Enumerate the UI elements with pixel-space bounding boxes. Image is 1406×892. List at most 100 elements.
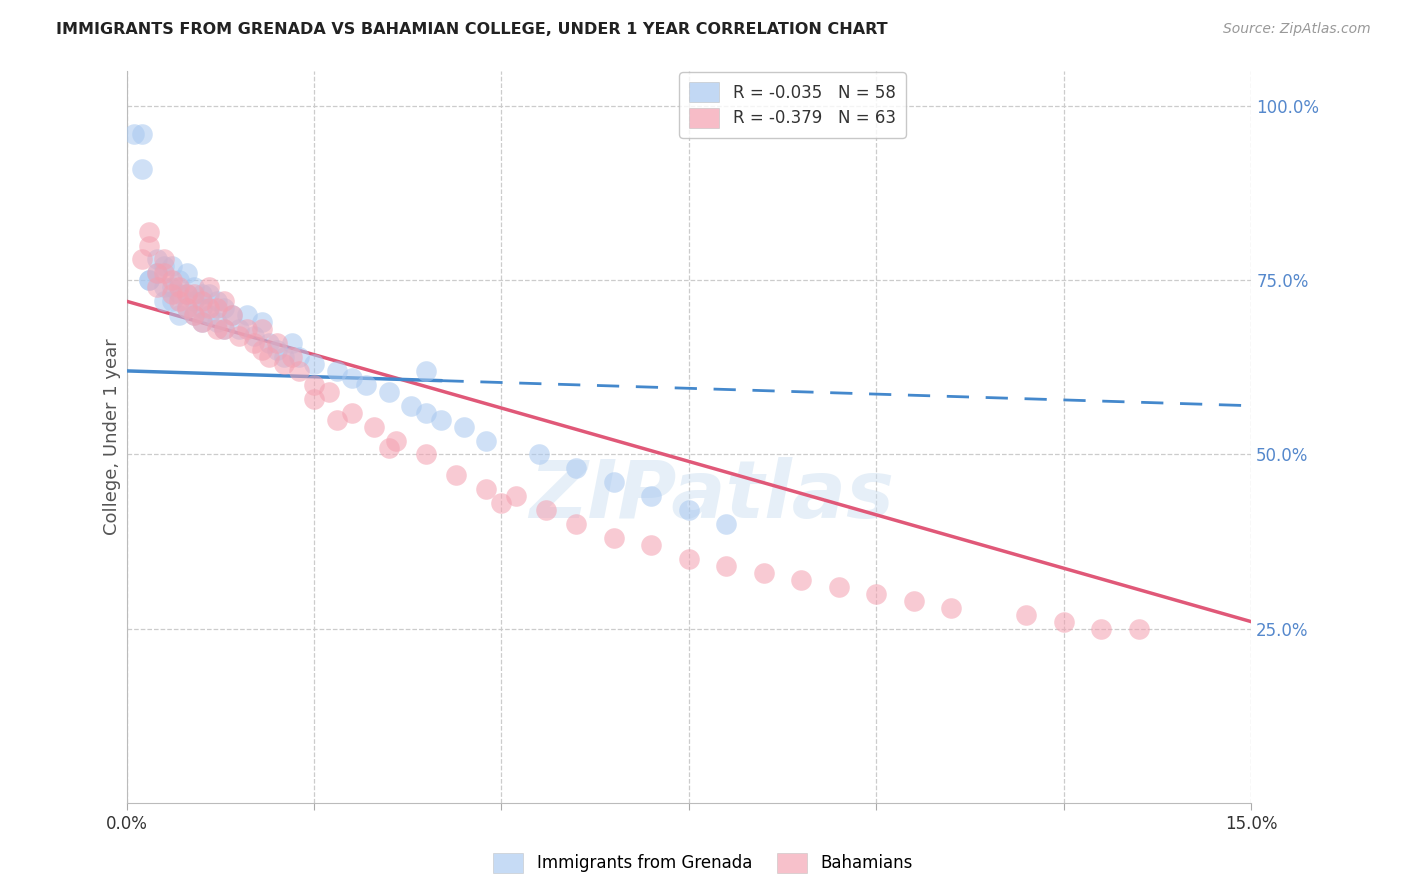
Text: ZIPatlas: ZIPatlas <box>529 457 894 534</box>
Point <box>302 377 325 392</box>
Point <box>250 322 273 336</box>
Point <box>198 287 221 301</box>
Point <box>145 280 167 294</box>
Point <box>183 287 205 301</box>
Point <box>205 294 228 309</box>
Point <box>153 266 176 280</box>
Point <box>131 252 153 267</box>
Point <box>198 280 221 294</box>
Legend: R = -0.035   N = 58, R = -0.379   N = 63: R = -0.035 N = 58, R = -0.379 N = 63 <box>679 72 905 137</box>
Point <box>228 329 250 343</box>
Point <box>273 357 295 371</box>
Point <box>1053 615 1076 629</box>
Point <box>415 448 437 462</box>
Point <box>401 399 423 413</box>
Point <box>266 343 288 357</box>
Point <box>131 161 153 176</box>
Point <box>212 322 235 336</box>
Point <box>190 294 212 309</box>
Point <box>160 280 183 294</box>
Point <box>1090 622 1112 636</box>
Point <box>176 301 198 316</box>
Point <box>1015 607 1038 622</box>
Point <box>302 357 325 371</box>
Point <box>678 552 700 566</box>
Point <box>176 287 198 301</box>
Point <box>190 315 212 329</box>
Point <box>340 406 363 420</box>
Point <box>145 266 167 280</box>
Point <box>212 294 235 309</box>
Point <box>212 301 235 316</box>
Point <box>865 587 887 601</box>
Point <box>212 322 235 336</box>
Point <box>183 308 205 322</box>
Point <box>790 573 813 587</box>
Point <box>243 329 266 343</box>
Point <box>415 364 437 378</box>
Point <box>273 350 295 364</box>
Point <box>903 594 925 608</box>
Point <box>145 266 167 280</box>
Point <box>205 315 228 329</box>
Point <box>190 287 212 301</box>
Point <box>138 225 160 239</box>
Point <box>475 483 498 497</box>
Point <box>138 238 160 252</box>
Point <box>160 287 183 301</box>
Point <box>138 273 160 287</box>
Point <box>221 308 243 322</box>
Point <box>153 280 176 294</box>
Point <box>198 301 221 316</box>
Point <box>183 280 205 294</box>
Point <box>430 412 453 426</box>
Point <box>250 315 273 329</box>
Point <box>160 273 183 287</box>
Point <box>153 260 176 274</box>
Point <box>340 371 363 385</box>
Point <box>356 377 378 392</box>
Point <box>941 600 963 615</box>
Point <box>257 336 280 351</box>
Legend: Immigrants from Grenada, Bahamians: Immigrants from Grenada, Bahamians <box>486 847 920 880</box>
Point <box>475 434 498 448</box>
Point <box>363 419 385 434</box>
Point <box>446 468 468 483</box>
Point <box>122 127 145 141</box>
Point <box>167 308 190 322</box>
Point <box>640 538 662 552</box>
Point <box>131 127 153 141</box>
Point <box>453 419 475 434</box>
Y-axis label: College, Under 1 year: College, Under 1 year <box>103 339 121 535</box>
Point <box>640 489 662 503</box>
Point <box>257 350 280 364</box>
Point <box>228 322 250 336</box>
Point <box>716 517 738 532</box>
Point <box>318 384 340 399</box>
Point <box>176 266 198 280</box>
Point <box>160 260 183 274</box>
Text: Source: ZipAtlas.com: Source: ZipAtlas.com <box>1223 22 1371 37</box>
Point <box>145 252 167 267</box>
Point <box>167 273 190 287</box>
Point <box>190 301 212 316</box>
Point <box>716 558 738 573</box>
Point <box>491 496 513 510</box>
Point <box>235 308 257 322</box>
Point <box>167 287 190 301</box>
Point <box>183 294 205 309</box>
Point <box>828 580 851 594</box>
Point <box>153 294 176 309</box>
Point <box>153 252 176 267</box>
Point <box>302 392 325 406</box>
Point <box>752 566 775 580</box>
Point <box>280 350 302 364</box>
Point <box>1128 622 1150 636</box>
Point <box>280 336 302 351</box>
Point <box>536 503 558 517</box>
Point <box>678 503 700 517</box>
Point <box>603 531 626 545</box>
Point <box>288 350 311 364</box>
Point <box>565 517 588 532</box>
Point <box>415 406 437 420</box>
